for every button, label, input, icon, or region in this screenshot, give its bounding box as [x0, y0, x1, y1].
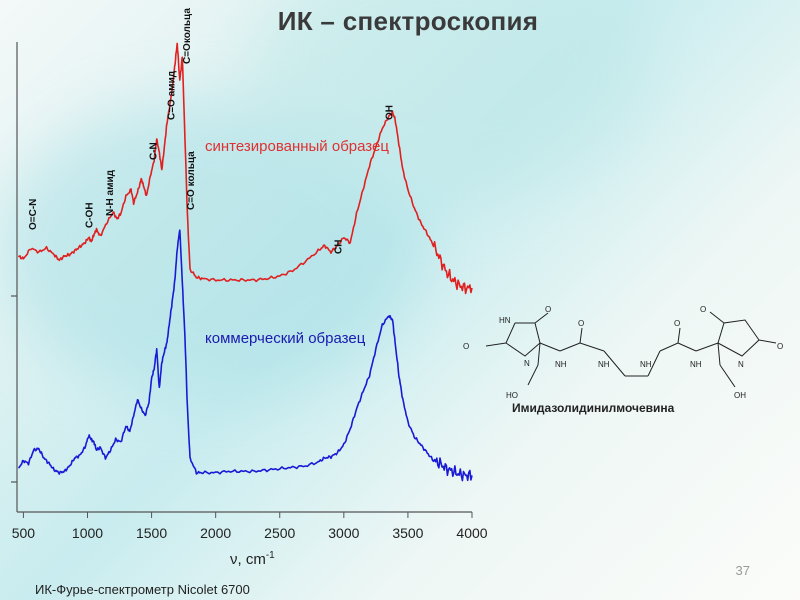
x-ticks: 500 1000 1500 2000 2500 3000 3500 4000 — [12, 512, 488, 541]
peak-annotation: C-OH — [85, 202, 96, 228]
atom-label: O — [463, 342, 469, 351]
peak-annotation: C=Oкольца — [182, 8, 193, 64]
series-line-commercial — [18, 229, 473, 482]
atom-label: OH — [734, 391, 746, 400]
atom-label: O — [674, 319, 680, 328]
atom-label: HN — [499, 316, 511, 325]
slide-number: 37 — [735, 563, 750, 578]
series-line-synthesized — [18, 42, 473, 295]
atom-label: NH — [690, 360, 702, 369]
atom-label: HO — [506, 391, 518, 400]
page-title: ИК – спектроскопия — [277, 6, 539, 36]
x-tick-label: 1500 — [136, 525, 167, 541]
x-tick-label: 2000 — [200, 525, 231, 541]
spectrum-series — [18, 42, 473, 482]
atom-label: NH — [640, 360, 652, 369]
peak-annotations: O=C-N C-OH N-H амид C-N C=O амид C=Oкольца C=O… — [28, 8, 395, 254]
x-tick-label: 2500 — [264, 525, 295, 541]
peak-annotation: N-H амид — [105, 169, 116, 216]
peak-annotation: OH — [385, 105, 396, 120]
legend-synth: синтезированный образец — [205, 138, 389, 155]
legend-commercial: коммерческий образец — [205, 330, 366, 347]
peak-annotation: C=O кольца — [186, 151, 197, 210]
atom-label: O — [700, 305, 706, 314]
x-tick-label: 3500 — [392, 525, 423, 541]
x-tick-label: 1000 — [72, 525, 103, 541]
x-tick-label: 3000 — [328, 525, 359, 541]
peak-annotation: C=O амид — [167, 70, 178, 120]
molecule-atom-labels: O HN O N NH O NH NH O NH N O HO OH O — [463, 305, 783, 400]
atom-label: N — [738, 360, 744, 369]
atom-label: N — [524, 359, 530, 368]
atom-label: O — [777, 342, 783, 351]
molecule-structure — [485, 311, 777, 388]
x-tick-label: 4000 — [456, 525, 487, 541]
footer-caption: ИК-Фурье-спектрометр Nicolet 6700 — [35, 582, 250, 597]
peak-annotation: CH — [333, 240, 344, 254]
atom-label: O — [545, 305, 551, 314]
atom-label: NH — [598, 360, 610, 369]
peak-annotation: C-N — [149, 142, 160, 160]
peak-annotation: O=C-N — [28, 199, 39, 230]
background-wash — [250, 0, 650, 200]
molecule-caption: Имидазолидинилмочевина — [512, 401, 675, 415]
atom-label: NH — [555, 360, 567, 369]
x-tick-label: 500 — [12, 525, 36, 541]
atom-label: O — [578, 319, 584, 328]
x-axis-label: ν, cm-1 — [230, 550, 275, 568]
x-axis-label-sup: -1 — [266, 550, 275, 561]
